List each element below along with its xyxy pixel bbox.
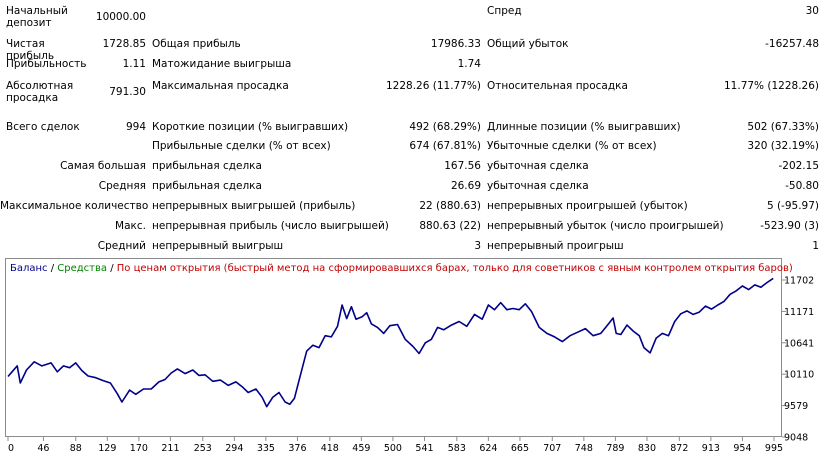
- stat-label: непрерывный проигрыш: [487, 240, 624, 252]
- stat-value: 674 (67.81%): [409, 140, 481, 152]
- x-tick-label: 129: [98, 443, 116, 454]
- legend-separator: /: [107, 263, 117, 274]
- y-tick-label: 9048: [784, 433, 808, 444]
- x-tick-label: 170: [130, 443, 148, 454]
- stat-value: 26.69: [450, 180, 481, 192]
- x-tick-label: 954: [733, 443, 751, 454]
- legend-separator: /: [47, 263, 58, 274]
- stat-label: убыточная сделка: [487, 160, 589, 172]
- balance-series-line: [7, 277, 774, 408]
- x-tick-label: 211: [161, 443, 179, 454]
- stat-label: Макс.: [115, 220, 146, 232]
- x-tick-label: 46: [37, 443, 49, 454]
- stat-label: непрерывная прибыль (число выигрышей): [152, 220, 389, 232]
- stat-label: Убыточные сделки (% от всех): [487, 140, 657, 152]
- chart-legend: Баланс / Средства / По ценам открытия (б…: [10, 263, 793, 275]
- stat-label: Короткие позиции (% выигравших): [152, 121, 349, 133]
- stat-label: Спред: [487, 5, 522, 17]
- y-tick-label: 10110: [784, 370, 814, 381]
- legend-equity: Средства: [57, 263, 108, 274]
- x-tick-label: 418: [321, 443, 339, 454]
- x-tick-label: 0: [8, 443, 14, 454]
- stat-value: 1.74: [457, 58, 481, 70]
- stat-value: -16257.48: [765, 38, 819, 50]
- stat-value: 22 (880.63): [419, 200, 481, 212]
- stat-label: Средняя: [98, 180, 146, 192]
- stat-label: прибыльная сделка: [152, 160, 262, 172]
- x-tick-label: 748: [575, 443, 593, 454]
- stat-value: 492 (68.29%): [409, 121, 481, 133]
- x-tick-label: 253: [194, 443, 212, 454]
- x-tick-label: 789: [606, 443, 624, 454]
- stat-value: 5 (-95.97): [766, 200, 819, 212]
- stat-label: прибыльная сделка: [152, 180, 262, 192]
- x-tick-label: 294: [225, 443, 243, 454]
- stat-label: Чистая прибыль: [6, 38, 55, 62]
- stat-value: -202.15: [778, 160, 819, 172]
- stat-label: Прибыльность: [6, 58, 87, 70]
- y-tick-label: 11702: [784, 276, 814, 287]
- stat-label: Средний: [97, 240, 146, 252]
- x-tick-label: 872: [670, 443, 688, 454]
- stat-value: 320 (32.19%): [747, 140, 819, 152]
- x-tick-label: 335: [257, 443, 275, 454]
- x-tick-label: 541: [415, 443, 433, 454]
- x-tick-label: 665: [511, 443, 529, 454]
- stat-value: 30: [805, 5, 819, 17]
- stat-label: Всего сделок: [6, 121, 80, 133]
- x-tick-label: 376: [288, 443, 306, 454]
- stat-label: непрерывный выигрыш: [152, 240, 284, 252]
- stat-label: непрерывных проигрышей (убыток): [487, 200, 688, 212]
- x-tick-label: 624: [479, 443, 497, 454]
- stat-value: -523.90 (3): [760, 220, 819, 232]
- stat-value: 167.56: [444, 160, 481, 172]
- stat-label: Матожидание выигрыша: [152, 58, 292, 70]
- x-tick-label: 583: [448, 443, 466, 454]
- stat-label: Начальный депозит: [6, 5, 68, 29]
- legend-balance: Баланс: [10, 263, 48, 274]
- y-tick-label: 11171: [784, 307, 814, 318]
- stat-value: 1: [812, 240, 819, 252]
- stat-label: Относительная просадка: [487, 80, 628, 92]
- stat-value: -50.80: [785, 180, 819, 192]
- stat-value: 1728.85: [102, 38, 146, 50]
- stat-label: Максимальная просадка: [152, 80, 289, 92]
- stat-value: 3: [474, 240, 481, 252]
- y-tick-label: 9579: [784, 401, 808, 412]
- stat-label: Максимальное количество: [0, 200, 149, 212]
- x-tick-label: 995: [765, 443, 783, 454]
- x-tick-label: 500: [384, 443, 402, 454]
- stat-label: Длинные позиции (% выигравших): [487, 121, 681, 133]
- x-tick-label: 830: [638, 443, 656, 454]
- x-tick-label: 459: [352, 443, 370, 454]
- stat-value: 1.11: [122, 58, 146, 70]
- stat-label: Абсолютная просадка: [6, 80, 74, 104]
- stat-value: 791.30: [109, 86, 146, 98]
- stat-label: непрерывных выигрышей (прибыль): [152, 200, 356, 212]
- x-tick-label: 913: [702, 443, 720, 454]
- stat-label: Общая прибыль: [152, 38, 241, 50]
- y-tick-label: 10641: [784, 338, 814, 349]
- stat-value: 11.77% (1228.26): [724, 80, 819, 92]
- x-tick-label: 88: [70, 443, 82, 454]
- stat-value: 17986.33: [430, 38, 481, 50]
- stat-label: непрерывный убыток (число проигрышей): [487, 220, 724, 232]
- stat-value: 1228.26 (11.77%): [386, 80, 481, 92]
- x-tick-label: 707: [543, 443, 561, 454]
- stat-label: Самая большая: [60, 160, 146, 172]
- stat-label: убыточная сделка: [487, 180, 589, 192]
- legend-mode: По ценам открытия (быстрый метод на сфор…: [116, 263, 793, 274]
- stat-value: 880.63 (22): [419, 220, 481, 232]
- stat-label: Общий убыток: [487, 38, 569, 50]
- stat-value: 994: [125, 121, 146, 133]
- stat-value: 502 (67.33%): [747, 121, 819, 133]
- stat-label: Прибыльные сделки (% от всех): [152, 140, 331, 152]
- stat-value: 10000.00: [95, 11, 146, 23]
